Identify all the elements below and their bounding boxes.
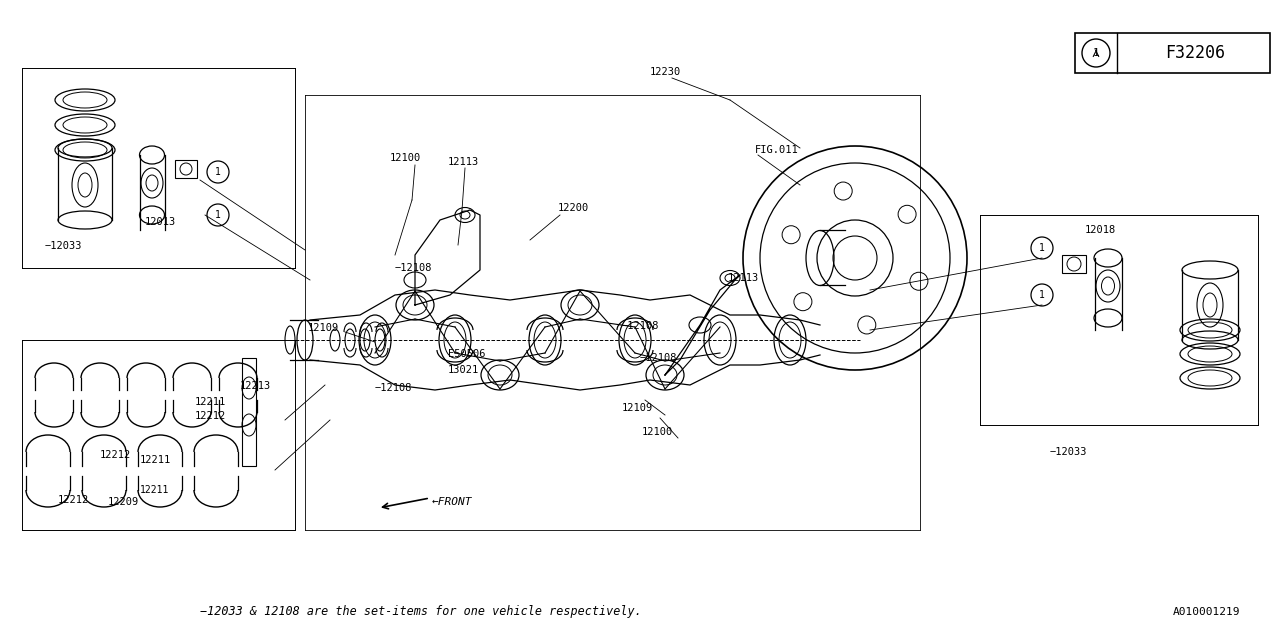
Text: 1: 1 [215, 167, 221, 177]
Text: 12113: 12113 [728, 273, 759, 283]
Text: 12212: 12212 [195, 411, 227, 421]
Text: 12230: 12230 [650, 67, 681, 77]
Text: 1: 1 [1093, 48, 1100, 58]
Text: 13021: 13021 [448, 365, 479, 375]
Text: 12211: 12211 [140, 455, 172, 465]
Text: 12113: 12113 [448, 157, 479, 167]
Text: −12108: −12108 [396, 263, 433, 273]
Text: −12033: −12033 [45, 241, 82, 251]
Text: 12109: 12109 [622, 403, 653, 413]
Text: 12013: 12013 [145, 217, 177, 227]
Text: 12209: 12209 [108, 497, 140, 507]
Text: 12200: 12200 [558, 203, 589, 213]
Text: A010001219: A010001219 [1172, 607, 1240, 617]
Text: 12211: 12211 [195, 397, 227, 407]
Text: 1: 1 [1039, 290, 1044, 300]
Text: 12213: 12213 [241, 381, 271, 391]
Text: E50506: E50506 [448, 349, 485, 359]
Text: 1: 1 [1039, 243, 1044, 253]
Text: 12100: 12100 [390, 153, 421, 163]
Text: 12212: 12212 [100, 450, 132, 460]
Text: −12108: −12108 [375, 383, 412, 393]
Text: 12100: 12100 [643, 427, 673, 437]
Text: −12033: −12033 [1050, 447, 1088, 457]
Text: ←FRONT: ←FRONT [433, 497, 472, 507]
Text: 12018: 12018 [1085, 225, 1116, 235]
Text: 12109: 12109 [308, 323, 339, 333]
Text: −12033 & 12108 are the set-items for one vehicle respectively.: −12033 & 12108 are the set-items for one… [200, 605, 641, 618]
Bar [242, 358, 256, 466]
Text: 12211: 12211 [140, 485, 169, 495]
Bar [1075, 33, 1270, 73]
Text: 1: 1 [215, 210, 221, 220]
Text: FIG.011: FIG.011 [755, 145, 799, 155]
Bar [1062, 255, 1085, 273]
Text: 12212: 12212 [58, 495, 90, 505]
Text: −12108: −12108 [640, 353, 677, 363]
Bar [175, 160, 197, 178]
Text: −12108: −12108 [622, 321, 659, 331]
Text: F32206: F32206 [1165, 44, 1225, 62]
